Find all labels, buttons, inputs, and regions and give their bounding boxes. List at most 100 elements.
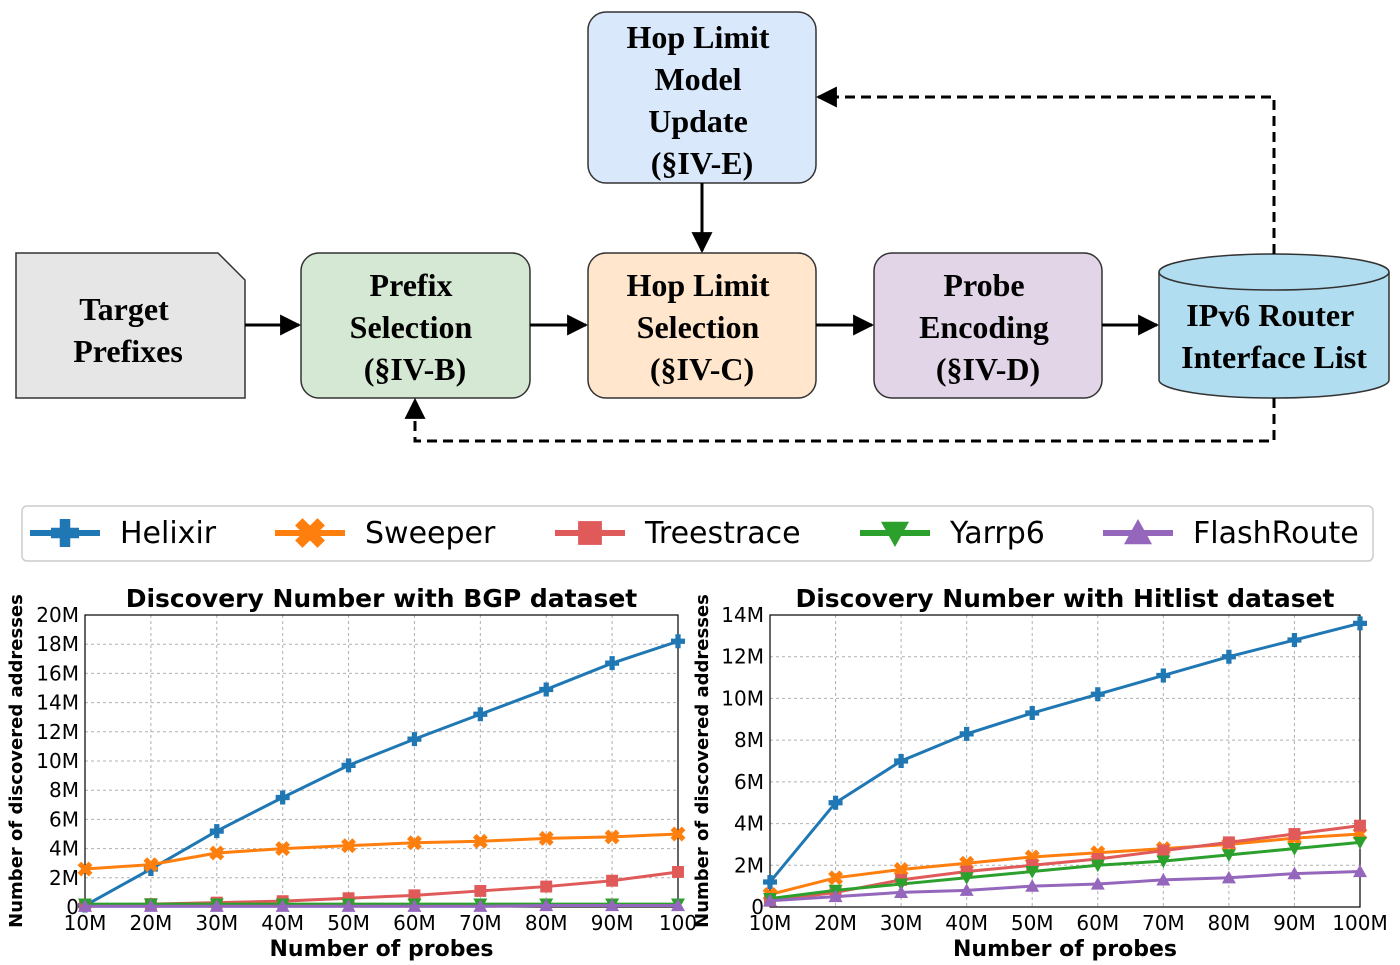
x-tick-label: 80M <box>1208 911 1251 935</box>
y-tick-label: 8M <box>734 728 764 752</box>
legend-item-yarrp6: Yarrp6 <box>860 516 1045 551</box>
data-point <box>1353 864 1367 878</box>
target-line-1: Target <box>79 291 169 327</box>
data-point <box>1091 853 1104 865</box>
data-point <box>828 870 844 886</box>
data-point <box>539 898 554 912</box>
y-tick-label: 18M <box>36 632 79 656</box>
data-point <box>1353 616 1367 631</box>
hitlist-discovery-chart: 0 2M 4M 6M 8M 10M 12M 14M 10M 20M 30M 40M 50M 60M 70M 8… <box>692 584 1388 962</box>
target-line-2: Prefixes <box>73 333 183 369</box>
legend-item-treestrace: Treestrace <box>555 516 801 551</box>
legend-item-flashroute: FlashRoute <box>1103 516 1359 551</box>
legend-item-sweeper: Sweeper <box>275 516 496 551</box>
update-line-4: (§IV-E) <box>651 145 754 181</box>
data-point <box>472 833 488 849</box>
legend-marker-square <box>578 521 602 545</box>
data-point <box>763 874 777 889</box>
data-point <box>1222 836 1235 849</box>
data-point <box>275 841 291 857</box>
prefix-selection-label: Prefix Selection (§IV-B) <box>350 267 481 387</box>
x-tick-label: 50M <box>327 911 370 935</box>
data-point <box>1287 633 1302 648</box>
data-point <box>894 754 909 768</box>
data-point <box>1157 844 1170 857</box>
data-point <box>1353 836 1367 850</box>
x-axis-label: Number of probes <box>270 937 494 962</box>
prefix-line-1: Prefix <box>370 267 453 303</box>
x-tick-label: 90M <box>1273 911 1316 935</box>
y-tick-label: 14M <box>721 603 764 627</box>
ipv6-line-1: IPv6 Router <box>1186 297 1354 333</box>
x-tick-label: 100 <box>659 911 697 935</box>
data-point <box>894 885 909 898</box>
series-helixir <box>763 616 1367 889</box>
hop-limit-model-update-label: Hop Limit Model Update (§IV-E) <box>626 19 777 181</box>
data-point <box>672 866 684 878</box>
series-line <box>85 904 678 908</box>
data-point <box>540 880 553 893</box>
data-point <box>1156 855 1171 869</box>
y-axis-label: Number of discovered addresses <box>6 594 27 928</box>
y-tick-label: 6M <box>49 807 79 831</box>
legend: Helixir Sweeper Treestrace Yarrp6 FlashRoute <box>21 505 1374 562</box>
target-prefixes-label: Target Prefixes <box>73 291 183 369</box>
feedback-arrow-to-prefix <box>404 397 1276 443</box>
y-tick-label: 2M <box>734 853 764 877</box>
series-sweeper <box>77 826 686 877</box>
y-tick-label: 12M <box>36 720 79 744</box>
legend-item-helixir: Helixir <box>30 516 217 551</box>
y-tick-label: 12M <box>721 645 764 669</box>
data-point <box>1090 859 1105 873</box>
series-line <box>769 870 1361 903</box>
data-point <box>605 656 620 671</box>
y-tick-label: 2M <box>49 866 79 890</box>
x-tick-label: 30M <box>195 911 238 935</box>
data-point <box>959 726 974 741</box>
series-treestrace <box>764 819 1366 907</box>
data-point <box>473 899 488 912</box>
y-tick-label: 8M <box>49 778 79 802</box>
hop-select-line-3: (§IV-C) <box>650 351 754 387</box>
y-tick-label: 0 <box>751 895 764 919</box>
data-point <box>407 732 422 747</box>
data-point <box>473 707 488 722</box>
data-point <box>670 826 686 842</box>
data-point <box>671 634 685 649</box>
ipv6-router-interface-list-node <box>1158 253 1390 399</box>
legend-marker-triangle-up <box>1124 519 1152 545</box>
x-tick-label: 20M <box>130 911 173 935</box>
x-tick-label: 10M <box>64 911 107 935</box>
data-point <box>1026 859 1039 872</box>
hop-limit-selection-label: Hop Limit Selection (§IV-C) <box>626 267 777 387</box>
data-point <box>894 878 909 892</box>
y-tick-label: 16M <box>36 661 79 685</box>
data-point <box>1221 870 1236 884</box>
probe-line-1: Probe <box>943 267 1024 303</box>
data-point <box>342 892 355 905</box>
data-point <box>763 893 777 907</box>
y-tick-label: 4M <box>734 812 764 836</box>
data-point <box>828 795 843 810</box>
data-point <box>1090 877 1105 890</box>
hop-select-line-2: Selection <box>637 309 760 345</box>
data-point <box>341 838 357 854</box>
series-yarrp6 <box>763 836 1367 906</box>
x-tick-label: 100M <box>1332 911 1387 935</box>
data-point <box>605 898 620 912</box>
y-tick-label: 4M <box>49 837 79 861</box>
data-point <box>1287 866 1302 880</box>
data-point <box>77 861 93 877</box>
data-point <box>604 829 620 845</box>
pipeline-diagram: Target Prefixes Prefix Selection (§IV-B)… <box>15 11 1390 443</box>
data-point <box>539 682 554 697</box>
probe-encoding-label: Probe Encoding (§IV-D) <box>919 267 1057 387</box>
chart-title: Discovery Number with BGP dataset <box>126 584 638 613</box>
update-line-3: Update <box>648 103 748 139</box>
plot-frame <box>769 614 1361 908</box>
y-tick-label: 6M <box>734 770 764 794</box>
data-point <box>1090 687 1105 702</box>
x-tick-label: 70M <box>459 911 502 935</box>
series-flashroute <box>78 898 685 912</box>
data-point <box>1221 849 1236 862</box>
